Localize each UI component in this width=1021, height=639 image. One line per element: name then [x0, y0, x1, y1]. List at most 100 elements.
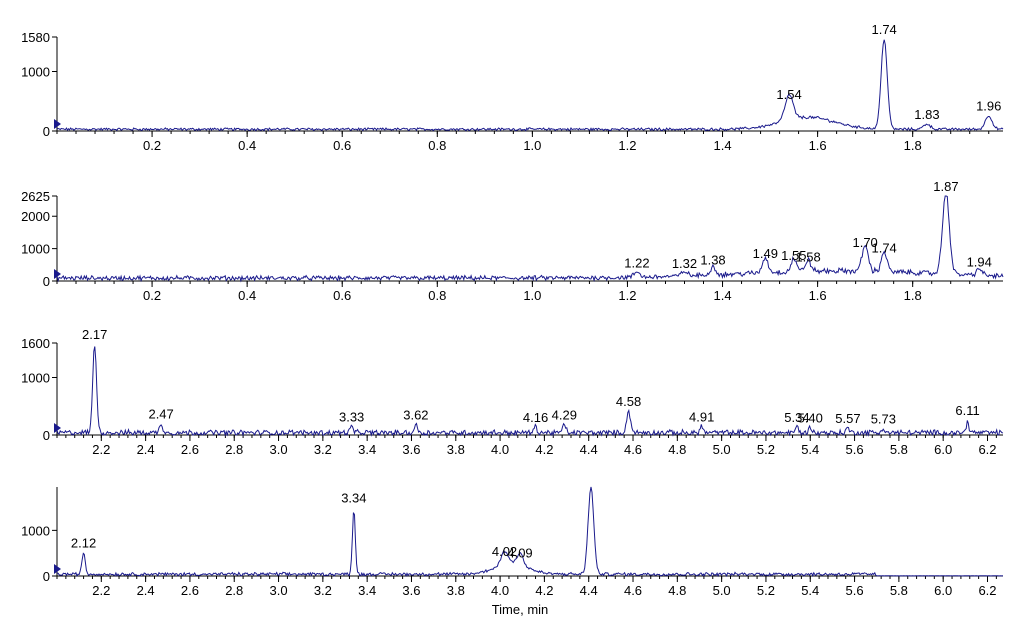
x-tick-label: 6.0	[934, 583, 952, 598]
peak-label: 1.74	[871, 22, 896, 37]
x-tick-label: 1.6	[809, 288, 827, 303]
peak-label: 1.22	[624, 256, 649, 271]
peak-label: 1.96	[976, 99, 1001, 114]
x-tick-label: 1.0	[523, 138, 541, 153]
y-tick-label: 1600	[21, 336, 50, 351]
x-tick-label: 1.2	[618, 288, 636, 303]
x-tick-label: 0.8	[428, 138, 446, 153]
peak-label: 5.73	[871, 412, 896, 427]
x-tick-label: 1.8	[904, 138, 922, 153]
x-tick-label: 3.4	[358, 583, 376, 598]
peak-label: 1.38	[700, 253, 725, 268]
x-tick-label: 1.6	[809, 138, 827, 153]
x-tick-label: 4.4	[580, 442, 598, 457]
x-tick-label: 1.4	[713, 138, 731, 153]
peak-label: 3.34	[341, 491, 366, 506]
x-tick-label: 2.4	[137, 583, 155, 598]
x-tick-label: 4.8	[668, 442, 686, 457]
y-tick-label: 0	[43, 274, 50, 289]
peak-label: 2.17	[82, 327, 107, 342]
y-tick-label: 1000	[21, 242, 50, 257]
x-tick-label: 2.6	[181, 442, 199, 457]
signal-trace	[56, 346, 1004, 437]
x-tick-label: 0.4	[238, 288, 256, 303]
y-tick-label: 2000	[21, 209, 50, 224]
peak-label: 4.58	[616, 394, 641, 409]
x-tick-label: 5.2	[757, 583, 775, 598]
x-tick-label: 3.4	[358, 442, 376, 457]
peak-label: 2.12	[71, 535, 96, 550]
x-tick-label: 5.4	[801, 442, 819, 457]
x-tick-label: 5.8	[890, 583, 908, 598]
y-tick-label: 0	[43, 428, 50, 443]
peak-label: 5.34	[784, 410, 809, 425]
y-tick-label: 1000	[21, 65, 50, 80]
peak-label: 1.83	[914, 107, 939, 122]
x-tick-label: 3.8	[447, 442, 465, 457]
x-tick-label: 5.0	[713, 583, 731, 598]
x-tick-label: 0.8	[428, 288, 446, 303]
x-tick-label: 3.8	[447, 583, 465, 598]
signal-trace	[56, 195, 1004, 283]
x-tick-label: 0.2	[143, 138, 161, 153]
baseline-marker	[54, 269, 61, 279]
x-tick-label: 4.0	[491, 583, 509, 598]
baseline-marker	[54, 564, 61, 574]
peak-label: 1.94	[967, 254, 992, 269]
x-tick-label: 4.6	[624, 583, 642, 598]
x-tick-label: 1.4	[713, 288, 731, 303]
x-tick-label: 0.6	[333, 288, 351, 303]
peak-label: 4.16	[523, 410, 548, 425]
peak-label: 3.62	[403, 408, 428, 423]
peak-label: 1.54	[776, 87, 801, 102]
chart-panel-4: 2.2 2.4 2.6 2.8 3.0 3.2 3.4 3.6 3.8 4.0 4.2 4.4 4.6 4…	[21, 486, 1004, 617]
x-tick-label: 1.0	[523, 288, 541, 303]
peak-label: 1.49	[753, 246, 778, 261]
x-tick-label: 4.2	[535, 442, 553, 457]
x-tick-label: 2.8	[225, 583, 243, 598]
signal-trace	[56, 486, 1004, 578]
x-tick-label: 4.6	[624, 442, 642, 457]
peak-label: 2.47	[148, 407, 173, 422]
x-tick-label: 5.2	[757, 442, 775, 457]
peak-label: 4.29	[552, 408, 577, 423]
peak-label: 4.09	[507, 545, 532, 560]
x-tick-label: 5.6	[846, 442, 864, 457]
x-tick-label: 5.8	[890, 442, 908, 457]
peak-label: 1.70	[852, 235, 877, 250]
x-tick-label: 3.0	[270, 442, 288, 457]
peak-label: 1.58	[795, 249, 820, 264]
y-tick-label: 0	[43, 569, 50, 584]
x-tick-label: 4.8	[668, 583, 686, 598]
x-axis-title: Time, min	[492, 602, 549, 617]
x-tick-label: 6.0	[934, 442, 952, 457]
x-tick-label: 2.2	[92, 442, 110, 457]
chart-panel-3: 2.2 2.4 2.6 2.8 3.0 3.2 3.4 3.6 3.8 4.0 4.2 4.4 4.6 4…	[21, 327, 1004, 457]
x-tick-label: 6.2	[978, 442, 996, 457]
peak-label: 3.33	[339, 409, 364, 424]
y-tick-label: 1000	[21, 523, 50, 538]
x-tick-label: 3.2	[314, 442, 332, 457]
x-tick-label: 2.8	[225, 442, 243, 457]
x-tick-label: 5.0	[713, 442, 731, 457]
x-tick-label: 5.6	[846, 583, 864, 598]
x-tick-label: 1.8	[904, 288, 922, 303]
x-tick-label: 1.2	[618, 138, 636, 153]
peak-label: 4.02	[492, 544, 517, 559]
peak-label: 5.57	[835, 411, 860, 426]
peak-label: 4.91	[689, 409, 714, 424]
chart-panel-2: 0.2 0.4 0.6 0.8 1.0 1.2 1.4 1.6 1.8 0 1000 2000 2625…	[21, 179, 1004, 303]
x-tick-label: 0.2	[143, 288, 161, 303]
y-tick-label: 1580	[21, 30, 50, 45]
x-tick-label: 3.2	[314, 583, 332, 598]
x-tick-label: 2.2	[92, 583, 110, 598]
x-tick-label: 4.4	[580, 583, 598, 598]
peak-label: 1.74	[871, 241, 896, 256]
baseline-marker	[54, 119, 61, 129]
baseline-marker	[54, 423, 61, 433]
y-tick-label: 1000	[21, 371, 50, 386]
peak-label: 1.87	[933, 179, 958, 194]
peak-label: 1.32	[672, 256, 697, 271]
